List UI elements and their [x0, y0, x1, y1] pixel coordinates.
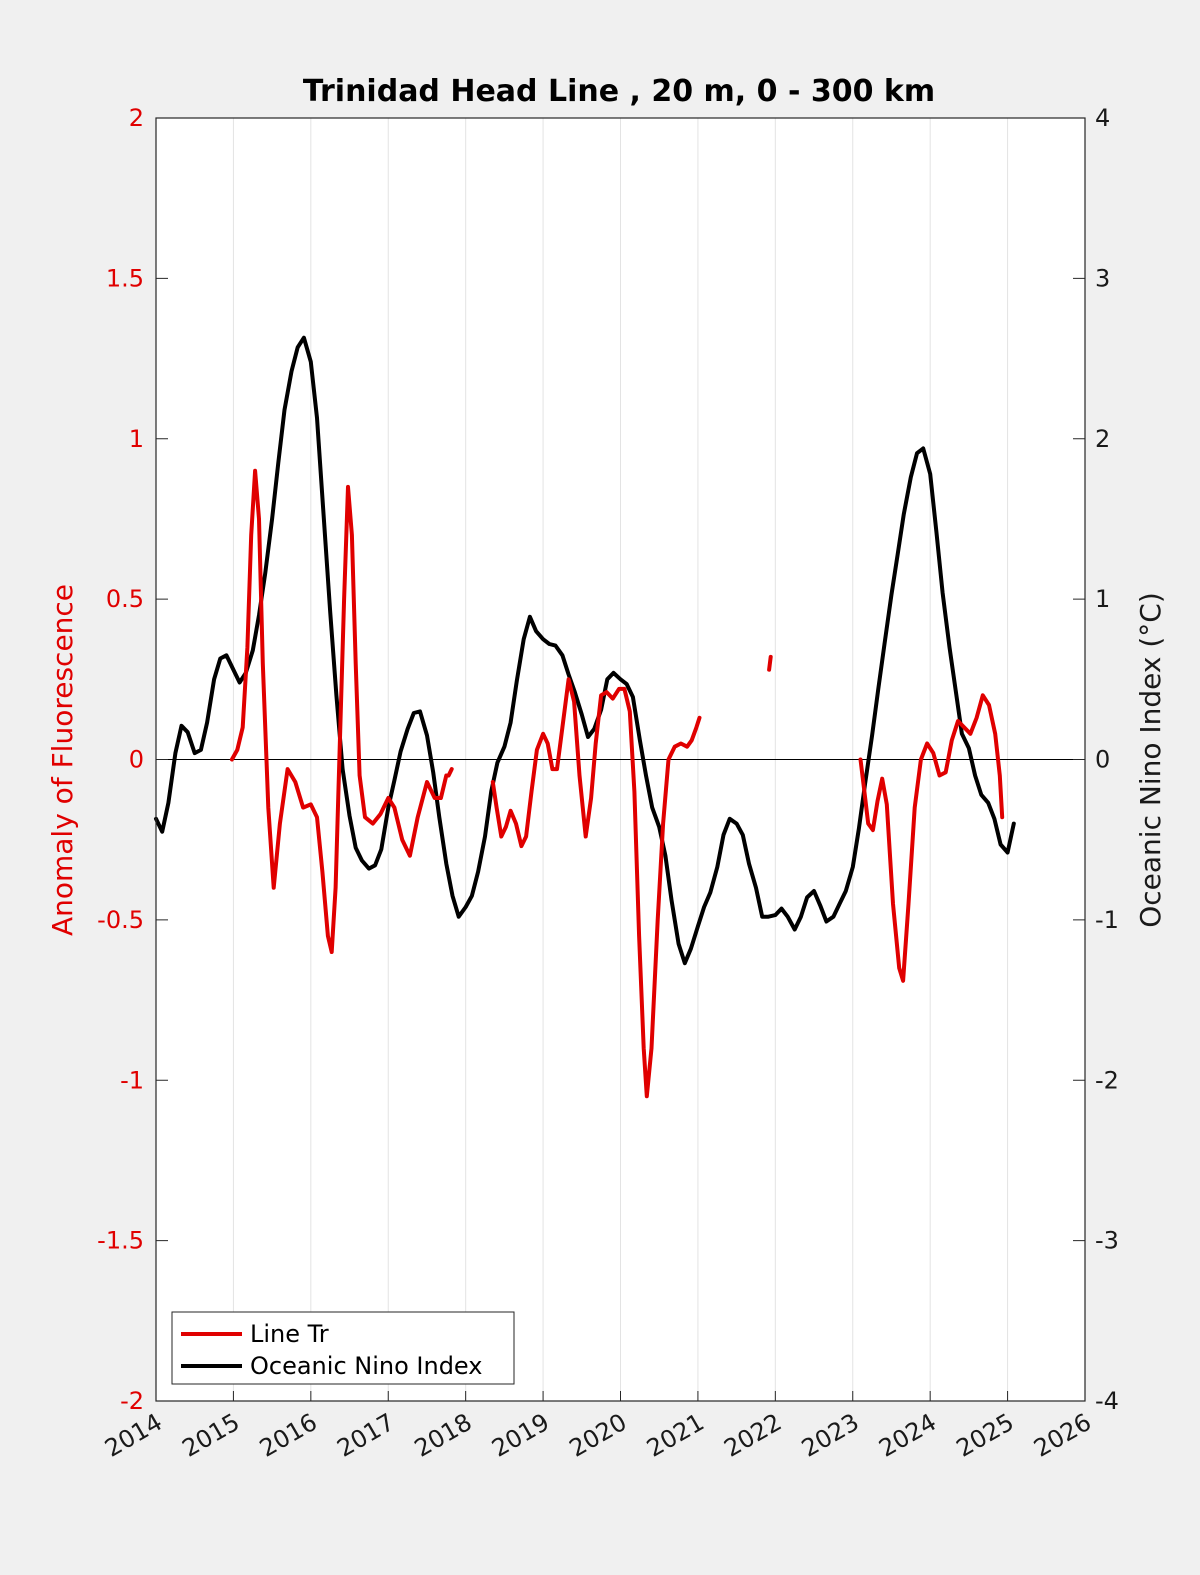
left-y-axis: -2 -1.5 -1 -0.5 0 0.5 1 1.5 2: [97, 104, 168, 1415]
right-tick-label: -3: [1095, 1227, 1119, 1255]
right-tick-label: 1: [1095, 585, 1110, 613]
right-y-axis: -4 -3 -2 -1 0 1 2 3 4: [1073, 104, 1119, 1415]
right-tick-label: 0: [1095, 746, 1110, 774]
series-line-tr-layer: [229, 468, 1005, 1099]
right-tick-label: -1: [1095, 906, 1119, 934]
series-line-tr-line: [446, 767, 454, 778]
legend-label-line-tr: Line Tr: [250, 1320, 329, 1348]
legend-box: [171, 1311, 515, 1385]
series-line-tr-line: [858, 693, 1005, 983]
right-tick-label: 3: [1095, 264, 1110, 292]
left-tick-label: 0: [129, 746, 144, 774]
right-tick-label: -2: [1095, 1066, 1119, 1094]
series-line-tr-line: [229, 468, 449, 954]
left-tick-label: -1.5: [97, 1227, 144, 1255]
right-tick-label: 4: [1095, 104, 1110, 132]
legend: Line Tr Oceanic Nino Index: [171, 1311, 515, 1385]
series-line-tr-line: [767, 654, 773, 672]
series-oni-line: [154, 335, 1016, 966]
left-tick-label: 1.5: [106, 264, 144, 292]
right-axis-label: Oceanic Nino Index (°C): [1134, 592, 1167, 928]
right-tick-label: 2: [1095, 425, 1110, 453]
left-tick-label: -0.5: [97, 906, 144, 934]
right-tick-label: -4: [1095, 1387, 1119, 1415]
left-tick-label: -1: [120, 1066, 144, 1094]
plot-area: [154, 117, 1086, 1402]
legend-label-oni: Oceanic Nino Index: [250, 1352, 482, 1380]
series-line-tr-line: [490, 677, 702, 1099]
left-tick-label: 1: [129, 425, 144, 453]
chart-title: Trinidad Head Line , 20 m, 0 - 300 km: [303, 74, 935, 109]
left-axis-label: Anomaly of Fluorescence: [46, 584, 79, 936]
left-tick-label: 2: [129, 104, 144, 132]
left-tick-label: -2: [120, 1387, 144, 1415]
series-ONI-layer: [154, 335, 1016, 966]
left-tick-label: 0.5: [106, 585, 144, 613]
